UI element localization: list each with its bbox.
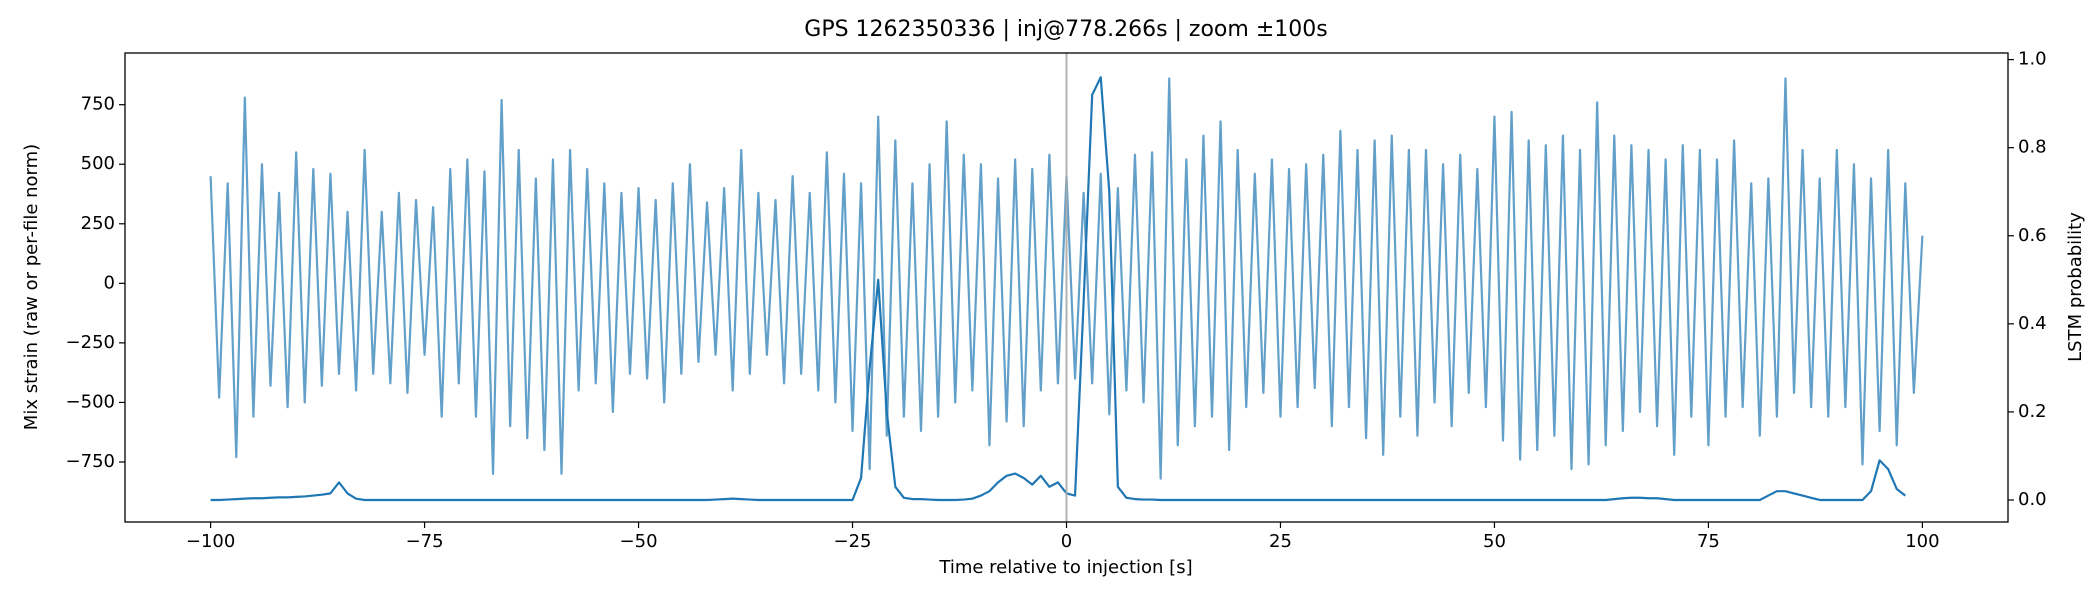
x-tick-label: −25 — [834, 531, 872, 552]
x-axis-label: Time relative to injection [s] — [938, 557, 1192, 578]
y-tick-label: 0 — [104, 272, 115, 293]
x-tick-label: 25 — [1269, 531, 1292, 552]
x-tick-label: −100 — [186, 531, 235, 552]
y2-tick-label: 0.8 — [2018, 137, 2047, 158]
x-tick-label: 0 — [1061, 531, 1072, 552]
x-tick-label: −75 — [406, 531, 444, 552]
y-tick-label: −250 — [66, 332, 115, 353]
y-tick-label: −750 — [66, 451, 115, 472]
y2-tick-label: 0.6 — [2018, 225, 2047, 246]
y2-axis-label: LSTM probability — [2065, 212, 2086, 362]
series-line — [210, 76, 1906, 502]
y-axis-label: Mix strain (raw or per-file norm) — [21, 144, 42, 430]
chart-title: GPS 1262350336 | inj@778.266s | zoom ±10… — [804, 17, 1327, 42]
y-tick-label: 750 — [81, 94, 115, 115]
y2-tick-label: 0.2 — [2018, 401, 2047, 422]
y2-tick-label: 1.0 — [2018, 49, 2047, 70]
y2-tick-label: 0.4 — [2018, 313, 2047, 334]
x-tick-label: 100 — [1905, 531, 1939, 552]
x-tick-label: −50 — [620, 531, 658, 552]
y-tick-label: 500 — [81, 153, 115, 174]
y-tick-label: 250 — [81, 213, 115, 234]
y2-tick-label: 0.0 — [2018, 489, 2047, 510]
x-tick-label: 50 — [1483, 531, 1506, 552]
x-tick-label: 75 — [1697, 531, 1720, 552]
y-tick-label: −500 — [66, 391, 115, 412]
plot-frame — [124, 52, 2009, 523]
